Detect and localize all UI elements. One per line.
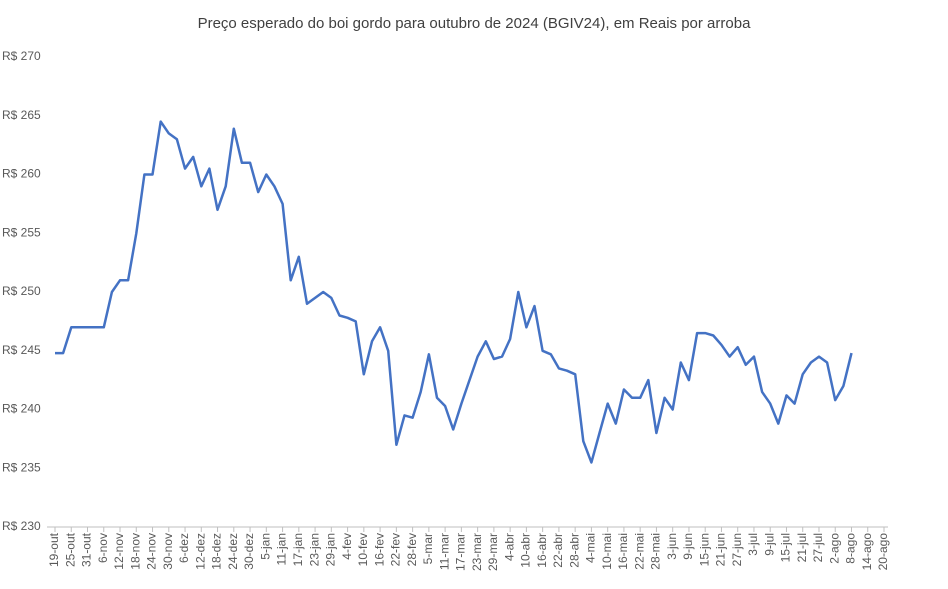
x-tick-label: 30-nov (161, 533, 175, 570)
x-tick-label: 19-out (47, 532, 61, 567)
x-tick-label: 15-jun (697, 533, 711, 566)
x-tick-label: 2-ago (827, 533, 841, 564)
x-tick-label: 6-dez (177, 533, 191, 563)
x-tick-label: 3-jun (665, 533, 679, 560)
x-tick-label: 22-mai (632, 533, 646, 570)
x-tick-label: 10-fev (356, 533, 370, 566)
chart-title: Preço esperado do boi gordo para outubro… (198, 15, 751, 32)
x-tick-label: 31-out (80, 532, 94, 567)
x-tick-label: 21-jul (795, 533, 809, 562)
y-tick-label: R$ 270 (2, 49, 41, 63)
x-tick-label: 5-mar (421, 533, 435, 564)
x-tick-label: 24-nov (145, 533, 159, 570)
x-tick-label: 8-ago (844, 533, 858, 564)
x-tick-label: 29-mar (486, 533, 500, 571)
x-tick-label: 10-mai (600, 533, 614, 570)
x-tick-label: 16-mai (616, 533, 630, 570)
y-tick-label: R$ 255 (2, 225, 41, 239)
x-tick-label: 14-ago (860, 533, 874, 571)
y-tick-label: R$ 265 (2, 108, 41, 122)
x-tick-label: 11-mar (437, 533, 451, 570)
x-tick-label: 6-nov (96, 533, 110, 563)
y-tick-label: R$ 260 (2, 167, 41, 181)
y-tick-label: R$ 250 (2, 284, 41, 298)
x-tick-label: 25-out (63, 532, 77, 567)
x-tick-label: 21-jun (714, 533, 728, 566)
x-tick-label: 27-jul (811, 533, 825, 562)
x-tick-label: 12-dez (193, 533, 207, 570)
x-tick-label: 10-abr (519, 533, 533, 568)
x-tick-label: 30-dez (242, 533, 256, 570)
x-tick-label: 16-fev (372, 533, 386, 566)
x-tick-label: 4-fev (340, 533, 354, 560)
x-tick-label: 27-jun (730, 533, 744, 566)
x-tick-label: 29-jan (324, 533, 338, 566)
x-tick-label: 17-mar (454, 533, 468, 571)
x-tick-label: 23-jan (307, 533, 321, 566)
x-tick-label: 20-ago (876, 533, 890, 571)
x-tick-label: 22-abr (551, 533, 565, 568)
x-tick-label: 28-fev (405, 533, 419, 566)
x-tick-label: 11-jan (275, 533, 289, 565)
x-tick-label: 5-jan (258, 533, 272, 560)
x-tick-label: 24-dez (226, 533, 240, 570)
x-tick-label: 18-dez (210, 533, 224, 570)
y-tick-label: R$ 230 (2, 519, 41, 533)
y-tick-label: R$ 240 (2, 402, 41, 416)
y-tick-label: R$ 235 (2, 460, 41, 474)
x-tick-label: 28-abr (567, 533, 581, 568)
x-tick-label: 15-jul (779, 533, 793, 562)
x-tick-label: 9-jun (681, 533, 695, 560)
x-tick-label: 17-jan (291, 533, 305, 566)
x-tick-label: 12-nov (112, 533, 126, 570)
x-tick-label: 4-abr (502, 533, 516, 561)
x-tick-label: 28-mai (649, 533, 663, 570)
y-tick-label: R$ 245 (2, 343, 41, 357)
x-tick-label: 4-mai (584, 533, 598, 563)
x-tick-label: 3-jul (746, 533, 760, 556)
x-tick-label: 22-fev (389, 533, 403, 566)
line-series (55, 120, 853, 464)
x-tick-label: 16-abr (535, 533, 549, 568)
x-tick-label: 23-mar (470, 533, 484, 571)
x-tick-label: 18-nov (128, 533, 142, 570)
x-tick-label: 9-jul (762, 533, 776, 556)
